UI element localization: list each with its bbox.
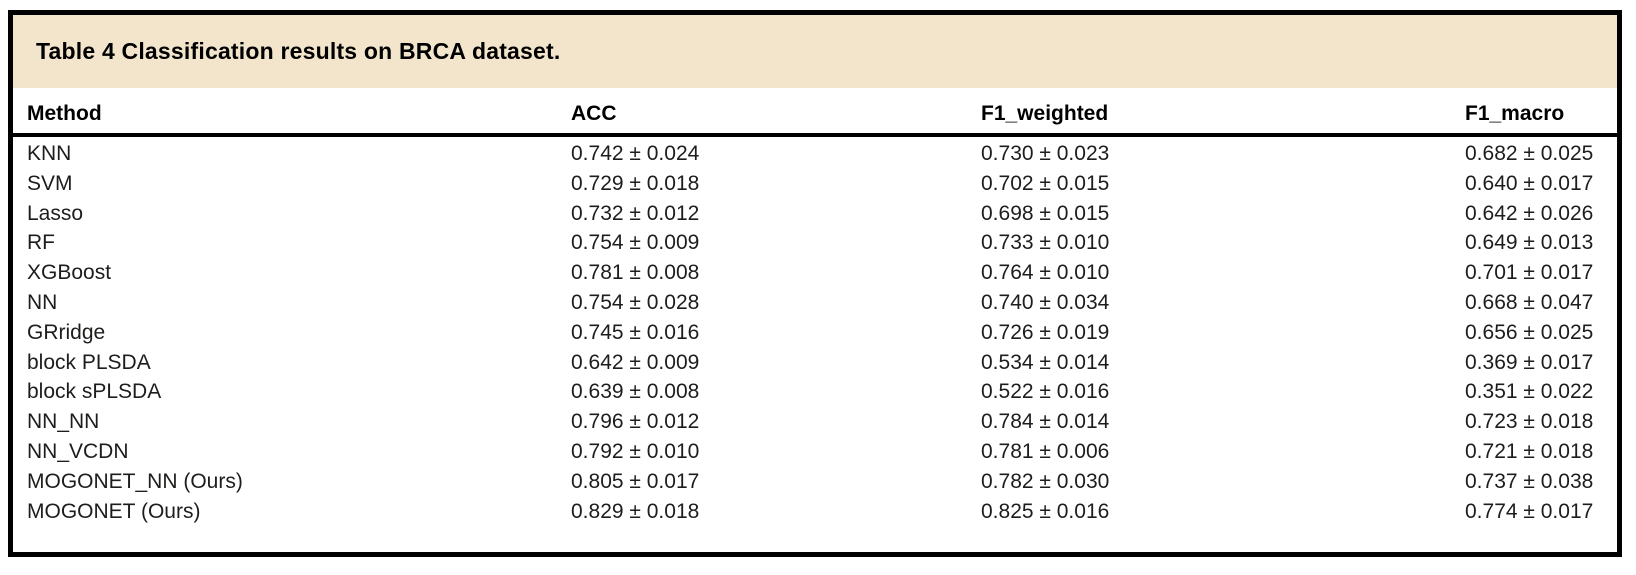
table-row: block sPLSDA 0.639 ± 0.008 0.522 ± 0.016… [13,377,1617,407]
col-header-acc: ACC [571,88,981,137]
f1-macro-cell: 0.701 ± 0.017 [1465,261,1594,285]
acc-cell: 0.792 ± 0.010 [571,439,700,463]
f1-weighted-cell: 0.726 ± 0.019 [981,320,1110,344]
method-cell: MOGONET_NN (Ours) [27,469,243,493]
acc-cell: 0.639 ± 0.008 [571,380,700,404]
f1-macro-cell: 0.369 ± 0.017 [1465,350,1594,374]
acc-cell: 0.781 ± 0.008 [571,261,700,285]
col-header-method: Method [13,88,571,137]
method-cell: block sPLSDA [27,380,162,404]
f1-weighted-cell: 0.740 ± 0.034 [981,290,1110,314]
acc-cell: 0.742 ± 0.024 [571,142,700,165]
f1-weighted-cell: 0.534 ± 0.014 [981,350,1110,374]
f1-macro-cell: 0.642 ± 0.026 [1465,201,1594,225]
table-row: KNN 0.742 ± 0.024 0.730 ± 0.023 0.682 ± … [13,135,1617,169]
method-cell: MOGONET (Ours) [27,499,201,523]
table-row: Lasso 0.732 ± 0.012 0.698 ± 0.015 0.642 … [13,199,1617,229]
acc-cell: 0.732 ± 0.012 [571,201,700,225]
acc-cell: 0.796 ± 0.012 [571,410,700,434]
table-title-band: Table 4 Classification results on BRCA d… [13,15,1617,88]
method-cell: XGBoost [27,261,112,285]
f1-macro-cell: 0.682 ± 0.025 [1465,142,1594,165]
acc-cell: 0.754 ± 0.028 [571,290,700,314]
f1-weighted-cell: 0.698 ± 0.015 [981,201,1110,225]
table-row: XGBoost 0.781 ± 0.008 0.764 ± 0.010 0.70… [13,258,1617,288]
table-row: block PLSDA 0.642 ± 0.009 0.534 ± 0.014 … [13,348,1617,378]
f1-macro-cell: 0.640 ± 0.017 [1465,171,1594,195]
method-cell: SVM [27,171,73,195]
f1-macro-cell: 0.649 ± 0.013 [1465,231,1594,255]
f1-weighted-cell: 0.782 ± 0.030 [981,469,1110,493]
header-row: Method ACC F1_weighted F1_macro [13,88,1617,137]
table-row: NN_NN 0.796 ± 0.012 0.784 ± 0.014 0.723 … [13,407,1617,437]
method-cell: block PLSDA [27,350,151,374]
f1-weighted-cell: 0.825 ± 0.016 [981,499,1110,523]
f1-weighted-cell: 0.522 ± 0.016 [981,380,1110,404]
f1-weighted-cell: 0.764 ± 0.010 [981,261,1110,285]
f1-macro-cell: 0.774 ± 0.017 [1465,499,1594,523]
acc-cell: 0.805 ± 0.017 [571,469,700,493]
table-row: SVM 0.729 ± 0.018 0.702 ± 0.015 0.640 ± … [13,169,1617,199]
table-row: GRridge 0.745 ± 0.016 0.726 ± 0.019 0.65… [13,318,1617,348]
table-row: MOGONET (Ours) 0.829 ± 0.018 0.825 ± 0.0… [13,497,1617,527]
f1-weighted-cell: 0.784 ± 0.014 [981,410,1110,434]
f1-macro-cell: 0.737 ± 0.038 [1465,469,1594,493]
f1-weighted-cell: 0.781 ± 0.006 [981,439,1110,463]
table-card: Table 4 Classification results on BRCA d… [8,10,1622,557]
acc-cell: 0.829 ± 0.018 [571,499,700,523]
method-cell: KNN [27,142,72,165]
method-cell: NN [27,290,58,314]
table-row: MOGONET_NN (Ours) 0.805 ± 0.017 0.782 ± … [13,467,1617,497]
method-cell: Lasso [27,201,84,225]
f1-macro-cell: 0.351 ± 0.022 [1465,380,1594,404]
table-row: NN_VCDN 0.792 ± 0.010 0.781 ± 0.006 0.72… [13,437,1617,467]
col-header-f1-macro: F1_macro [1449,88,1617,137]
f1-macro-cell: 0.656 ± 0.025 [1465,320,1594,344]
f1-macro-cell: 0.723 ± 0.018 [1465,410,1594,434]
acc-cell: 0.754 ± 0.009 [571,231,700,255]
method-cell: NN_NN [27,410,100,434]
table-title: Table 4 Classification results on BRCA d… [36,38,561,64]
f1-macro-cell: 0.721 ± 0.018 [1465,439,1594,463]
f1-weighted-cell: 0.733 ± 0.010 [981,231,1110,255]
acc-cell: 0.745 ± 0.016 [571,320,700,344]
table-row: RF 0.754 ± 0.009 0.733 ± 0.010 0.649 ± 0… [13,228,1617,258]
table-row: NN 0.754 ± 0.028 0.740 ± 0.034 0.668 ± 0… [13,288,1617,318]
f1-weighted-cell: 0.702 ± 0.015 [981,171,1110,195]
acc-cell: 0.642 ± 0.009 [571,350,700,374]
acc-cell: 0.729 ± 0.018 [571,171,700,195]
col-header-f1-weighted: F1_weighted [981,88,1449,137]
method-cell: NN_VCDN [27,439,129,463]
results-table: Method ACC F1_weighted F1_macro KNN 0.74… [13,88,1617,526]
f1-weighted-cell: 0.730 ± 0.023 [981,142,1110,165]
method-cell: GRridge [27,320,106,344]
f1-macro-cell: 0.668 ± 0.047 [1465,290,1594,314]
method-cell: RF [27,231,55,255]
